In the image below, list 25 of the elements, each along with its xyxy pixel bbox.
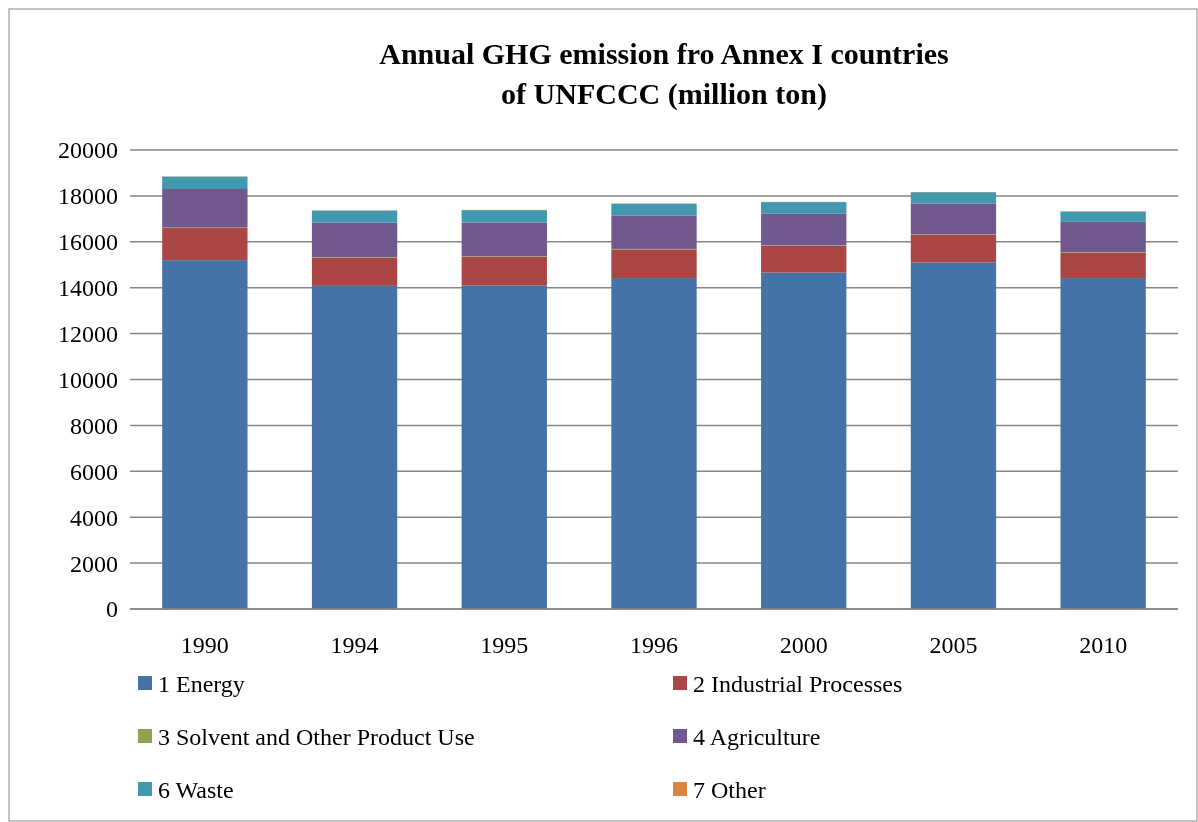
x-tick-label: 1996: [630, 632, 678, 658]
x-tick-label: 2000: [779, 632, 828, 658]
y-tick-label: 18000: [58, 183, 118, 210]
legend-label: 6 Waste: [158, 777, 234, 804]
y-tick-label: 8000: [70, 412, 118, 439]
legend-label: 7 Other: [693, 777, 766, 804]
x-tick-label: 1994: [330, 632, 379, 658]
y-tick-label: 2000: [70, 550, 118, 577]
legend-label: 2 Industrial Processes: [693, 671, 903, 698]
y-tick-label: 20000: [58, 137, 118, 164]
y-tick-label: 6000: [70, 458, 118, 485]
x-tick-label: 2010: [1079, 632, 1128, 658]
y-tick-label: 0: [106, 596, 118, 623]
chart-title: Annual GHG emission fro Annex I countries of UNFCCC (million ton): [379, 37, 949, 111]
y-tick-label: 12000: [58, 321, 118, 347]
x-tick-label: 2005: [929, 632, 978, 658]
y-tick-label: 10000: [58, 366, 118, 393]
y-tick-label: 16000: [58, 229, 118, 256]
legend-label: 1 Energy: [158, 671, 245, 698]
x-tick-label: 1995: [480, 632, 529, 658]
legend-label: 3 Solvent and Other Product Use: [158, 724, 475, 751]
x-tick-label: 1990: [180, 632, 229, 658]
y-tick-label: 4000: [70, 504, 118, 531]
y-tick-label: 14000: [58, 275, 118, 302]
legend-label: 4 Agriculture: [693, 724, 821, 751]
